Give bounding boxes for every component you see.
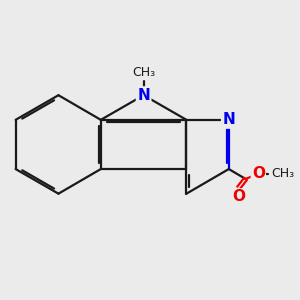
Text: N: N <box>222 112 235 127</box>
Text: O: O <box>232 189 245 204</box>
Text: N: N <box>137 88 150 103</box>
Text: CH₃: CH₃ <box>272 167 295 181</box>
Text: CH₃: CH₃ <box>132 66 155 80</box>
Text: O: O <box>252 167 265 182</box>
